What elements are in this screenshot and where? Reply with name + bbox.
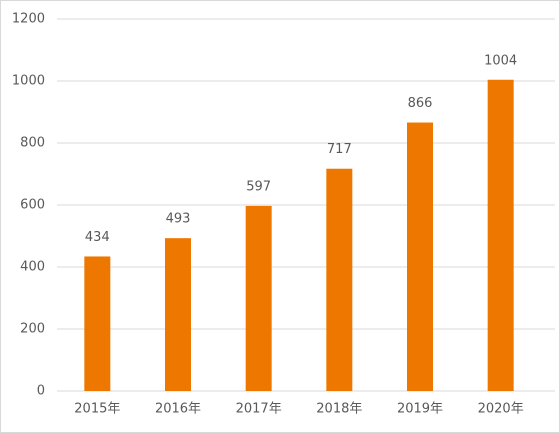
x-tick-label: 2015年 bbox=[74, 402, 120, 417]
y-tick-label: 1000 bbox=[12, 74, 45, 89]
data-label: 434 bbox=[85, 230, 110, 245]
y-tick-label: 0 bbox=[37, 384, 45, 399]
data-label: 597 bbox=[246, 179, 271, 194]
bar bbox=[84, 256, 111, 391]
data-label: 717 bbox=[327, 142, 352, 157]
data-label: 866 bbox=[408, 96, 433, 111]
x-tick-label: 2020年 bbox=[478, 402, 524, 417]
x-tick-label: 2016年 bbox=[155, 402, 201, 417]
data-label: 1004 bbox=[484, 53, 517, 68]
x-tick-label: 2017年 bbox=[236, 402, 282, 417]
y-tick-label: 600 bbox=[20, 198, 45, 213]
data-label: 493 bbox=[166, 212, 191, 227]
bar bbox=[165, 238, 191, 391]
y-tick-label: 200 bbox=[20, 322, 45, 337]
bar bbox=[326, 168, 353, 391]
y-tick-label: 1200 bbox=[12, 12, 45, 27]
y-tick-label: 800 bbox=[20, 136, 45, 151]
bar bbox=[407, 122, 433, 391]
x-tick-label: 2018年 bbox=[316, 402, 362, 417]
bar bbox=[245, 205, 272, 391]
y-tick-label: 400 bbox=[20, 260, 45, 275]
bar bbox=[487, 79, 514, 391]
x-tick-label: 2019年 bbox=[397, 402, 443, 417]
